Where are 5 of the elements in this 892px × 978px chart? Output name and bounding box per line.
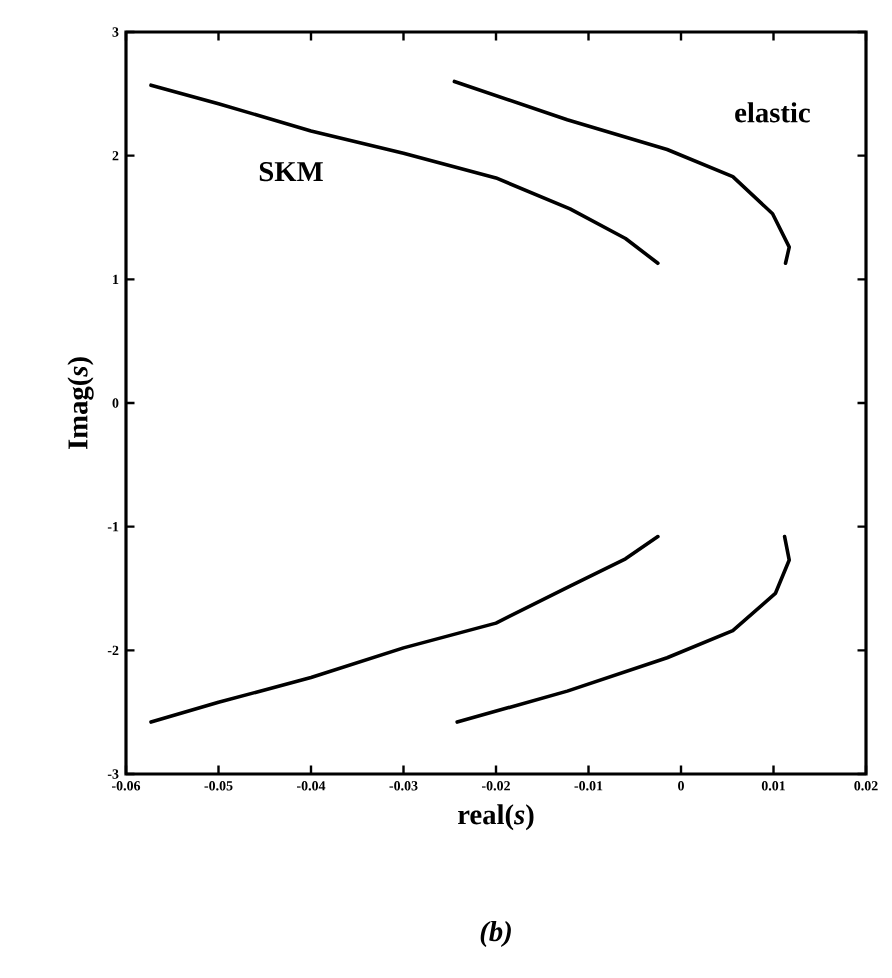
series-label: SKM	[259, 161, 323, 182]
x-axis-title: real(s)	[458, 804, 534, 831]
text: (b)	[480, 920, 511, 947]
series-label: elastic	[735, 102, 810, 123]
y-axis-title: Imag(s)	[67, 357, 94, 450]
